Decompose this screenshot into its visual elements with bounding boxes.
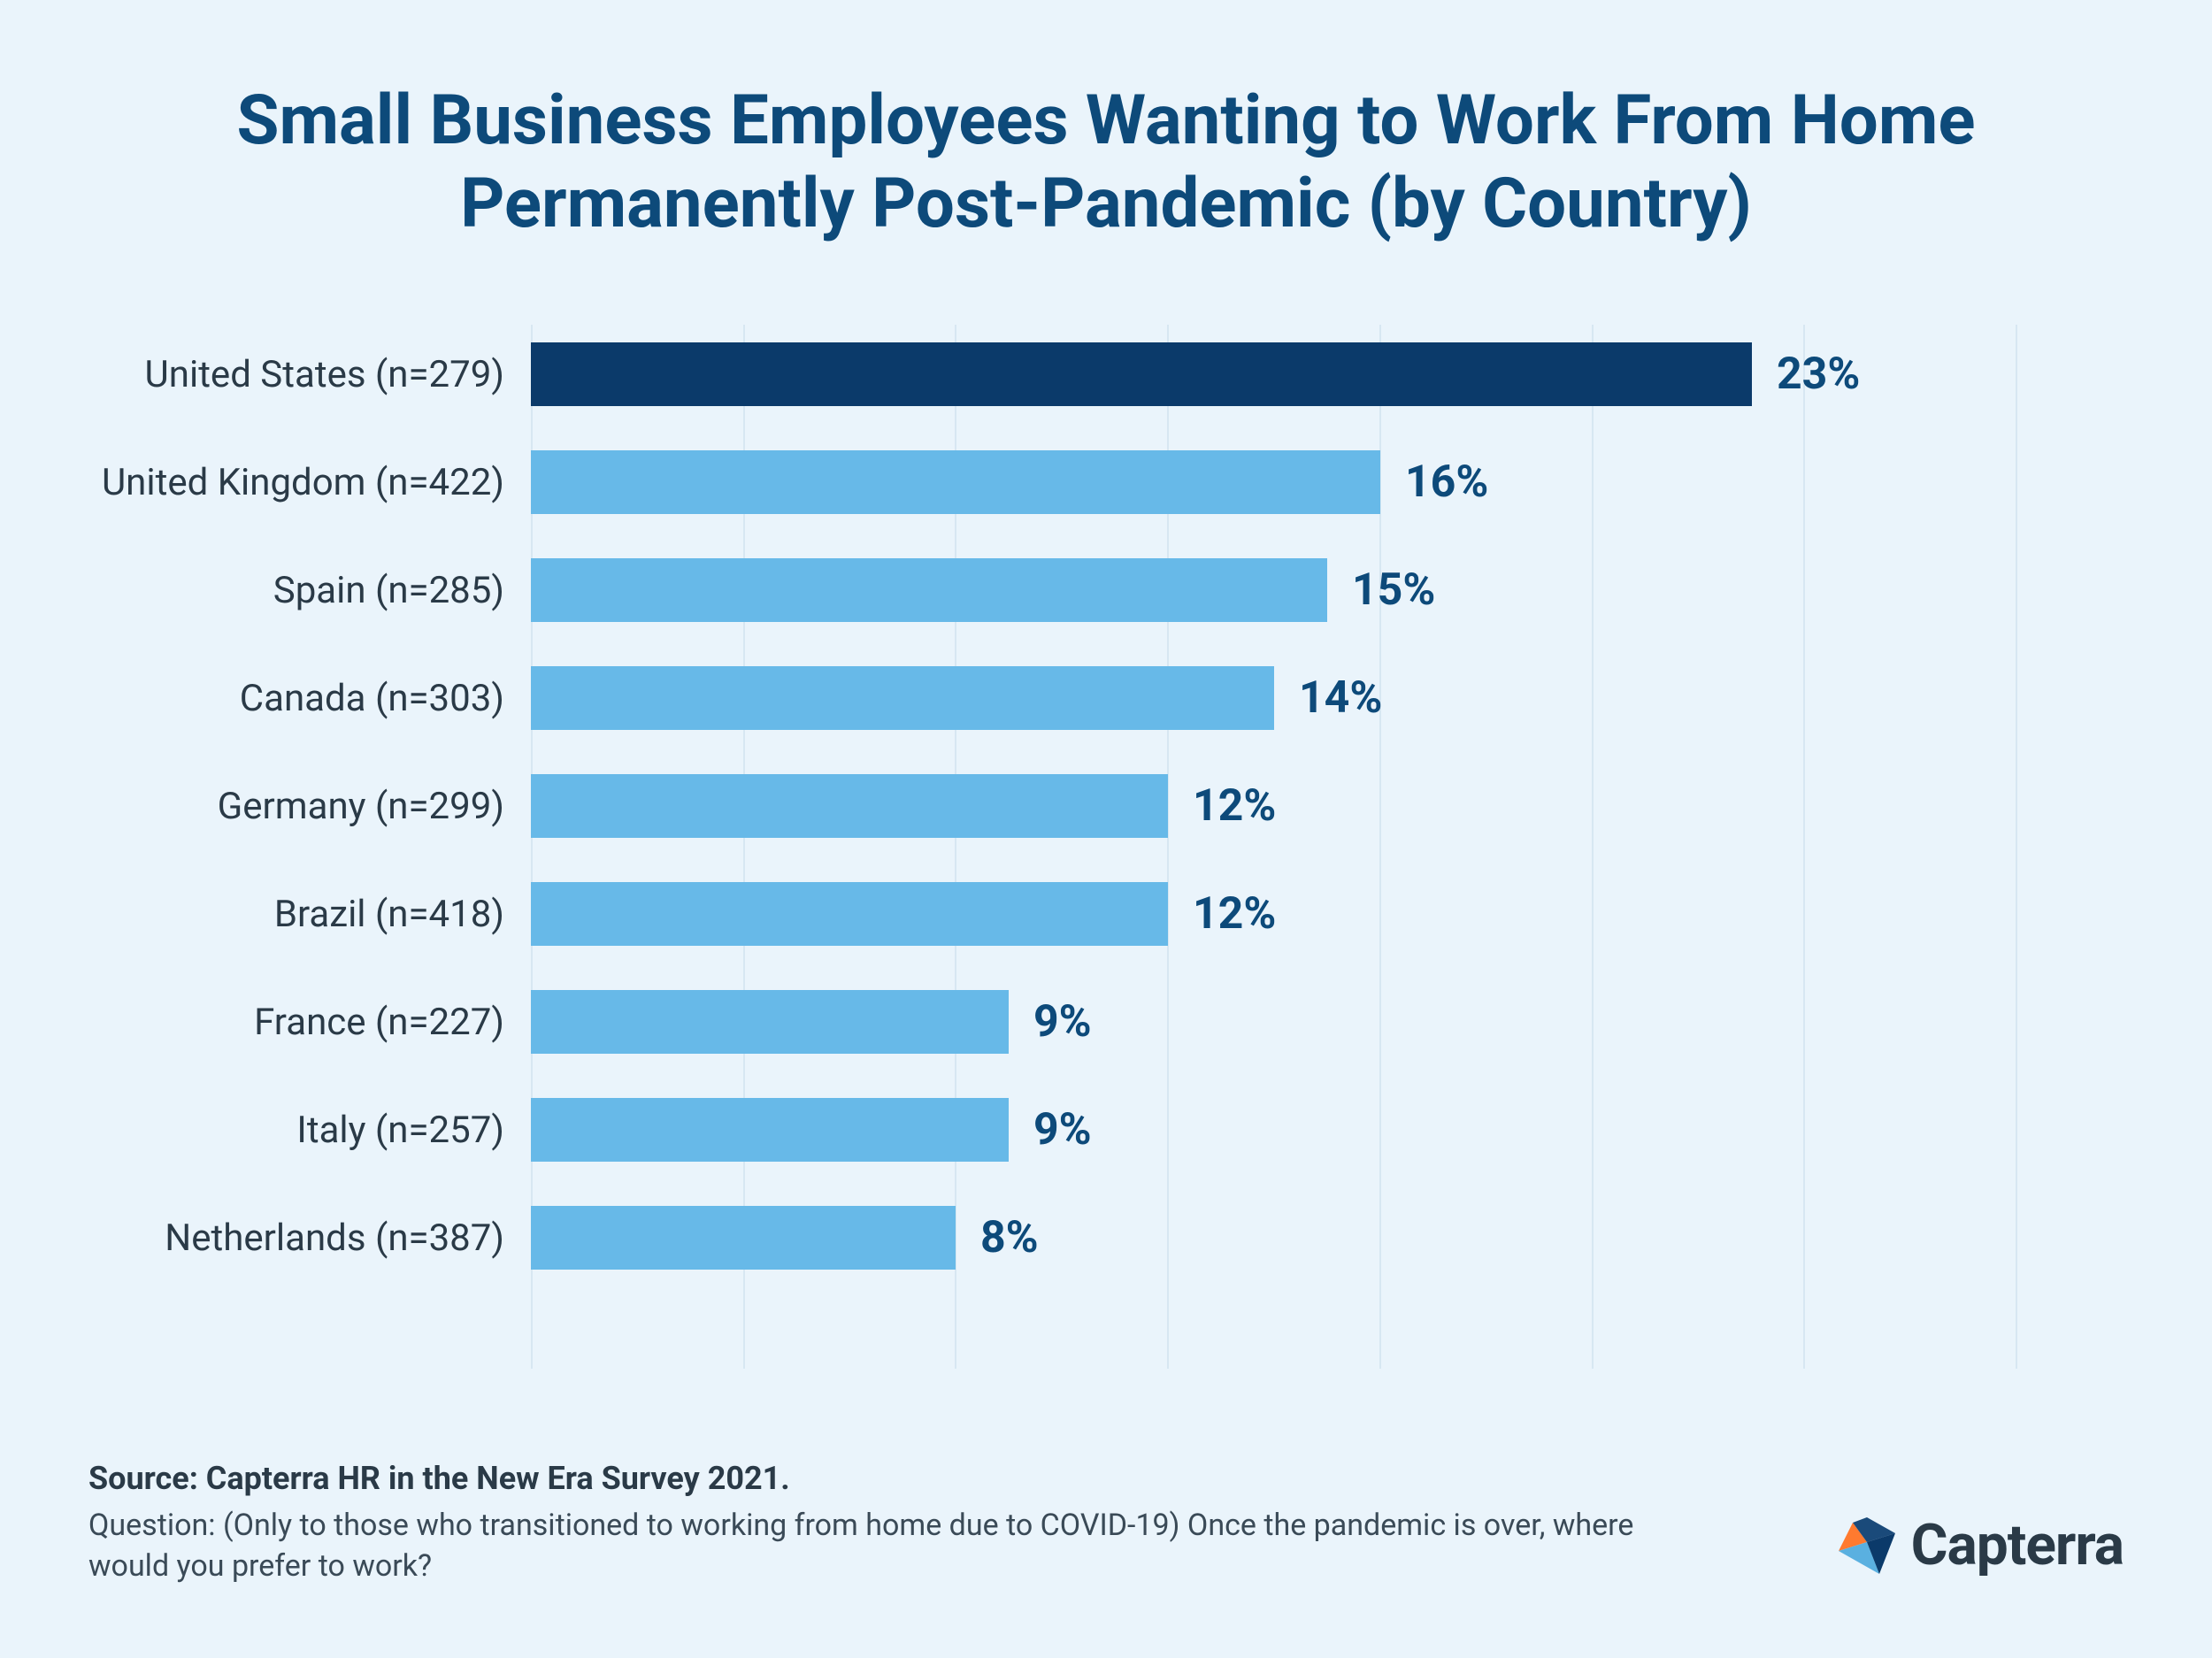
bar-row: Netherlands (n=387)8% — [531, 1206, 2017, 1270]
bar-label: United Kingdom (n=422) — [102, 461, 531, 504]
chart-area: United States (n=279)23% United Kingdom (… — [531, 325, 2017, 1369]
bar-row: United States (n=279)23% — [531, 342, 2017, 406]
bar-label: Spain (n=285) — [273, 569, 531, 612]
bar-value: 23% — [1752, 349, 1860, 400]
bar-row: Canada (n=303)14% — [531, 666, 2017, 730]
bar-row: United Kingdom (n=422)16% — [531, 450, 2017, 514]
bar — [531, 666, 1274, 730]
bar-label: Netherlands (n=387) — [165, 1217, 531, 1260]
bar — [531, 558, 1327, 622]
bar-label: France (n=227) — [254, 1001, 531, 1044]
bar — [531, 342, 1752, 406]
bar-label: Canada (n=303) — [240, 677, 531, 720]
bar-value: 12% — [1168, 888, 1276, 940]
bar — [531, 882, 1168, 946]
capterra-logo: Capterra — [1835, 1512, 2124, 1578]
chart-title: Small Business Employees Wanting to Work… — [88, 80, 2124, 245]
bar-value: 15% — [1327, 564, 1435, 616]
bar-value: 12% — [1168, 780, 1276, 832]
bar-value: 8% — [956, 1212, 1039, 1263]
bar-value: 9% — [1009, 1104, 1092, 1155]
bar — [531, 1098, 1009, 1162]
bar-label: United States (n=279) — [145, 353, 531, 396]
bar-row: Brazil (n=418)12% — [531, 882, 2017, 946]
bar-row: Germany (n=299)12% — [531, 774, 2017, 838]
question-text: Question: (Only to those who transitione… — [88, 1506, 1637, 1587]
bar-label: Germany (n=299) — [218, 785, 531, 828]
bar-value: 14% — [1274, 672, 1382, 724]
bar-label: Brazil (n=418) — [274, 893, 531, 936]
capterra-logo-text: Capterra — [1911, 1512, 2124, 1578]
bar — [531, 450, 1380, 514]
source-text: Source: Capterra HR in the New Era Surve… — [88, 1460, 2124, 1497]
chart-rows: United States (n=279)23% United Kingdom (… — [531, 342, 2017, 1270]
bar — [531, 774, 1168, 838]
capterra-logo-icon — [1835, 1514, 1899, 1577]
bar-row: Italy (n=257)9% — [531, 1098, 2017, 1162]
bar-row: France (n=227)9% — [531, 990, 2017, 1054]
chart-footer: Source: Capterra HR in the New Era Surve… — [88, 1460, 2124, 1587]
bar-value: 16% — [1380, 457, 1488, 508]
bar-value: 9% — [1009, 996, 1092, 1048]
bar — [531, 990, 1009, 1054]
bar-row: Spain (n=285)15% — [531, 558, 2017, 622]
bar-label: Italy (n=257) — [296, 1109, 531, 1152]
bar — [531, 1206, 956, 1270]
